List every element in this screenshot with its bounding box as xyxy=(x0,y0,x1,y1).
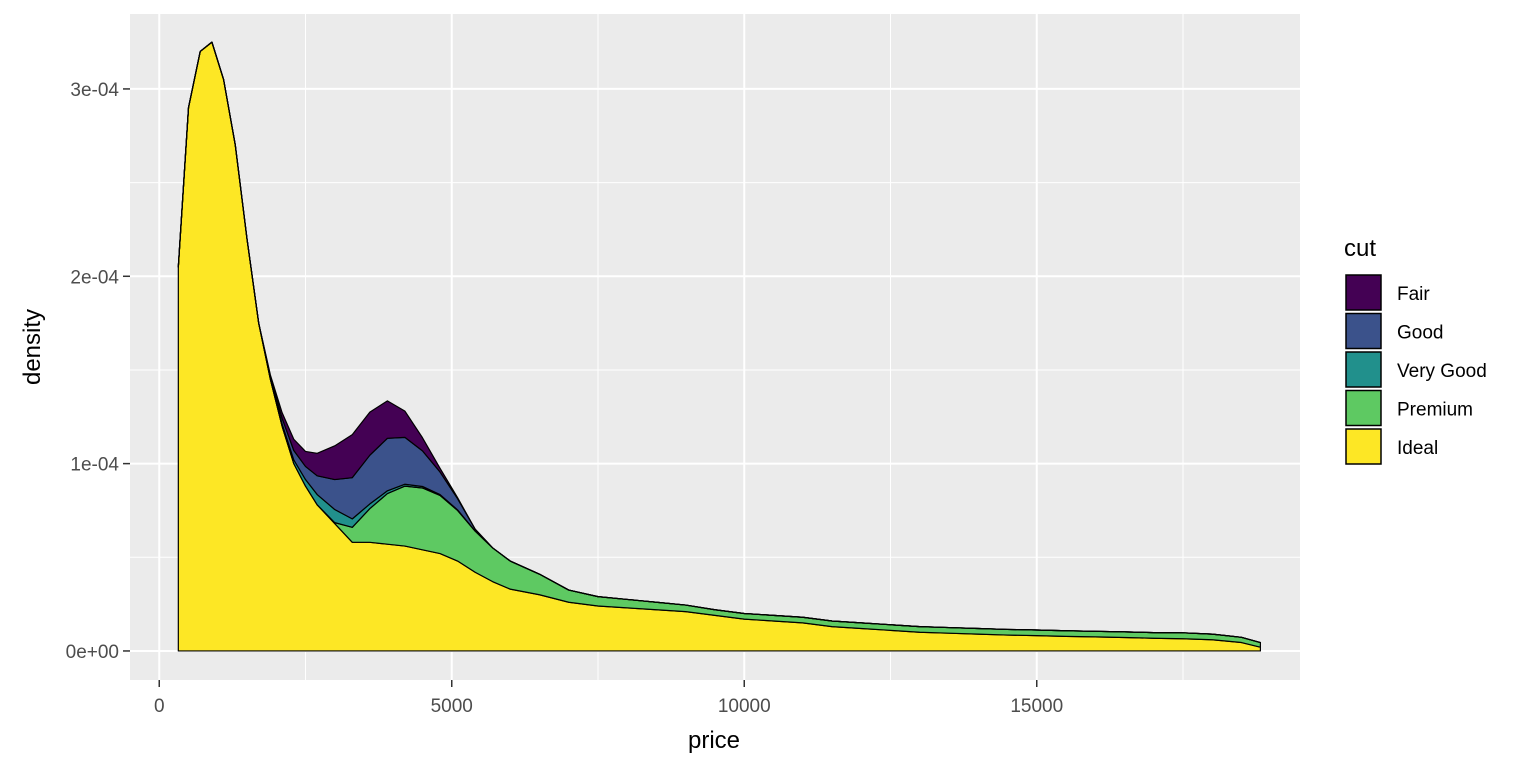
y-tick-label: 1e-04 xyxy=(70,455,119,476)
legend-key-fair xyxy=(1345,274,1382,311)
x-tick-label: 15000 xyxy=(1010,696,1063,717)
legend-label-good: Good xyxy=(1397,323,1443,344)
y-axis-title: density xyxy=(19,309,46,385)
y-tick-label: 2e-04 xyxy=(70,267,119,288)
y-tick-label: 3e-04 xyxy=(70,80,119,101)
area-fair xyxy=(177,41,1261,644)
x-tick-label: 5000 xyxy=(431,696,473,717)
grid-minor xyxy=(130,14,1300,680)
legend: cut Fair Good Very Good Premium Ideal xyxy=(1344,235,1487,465)
stacked-areas xyxy=(177,41,1261,652)
legend-label-ideal: Ideal xyxy=(1397,438,1438,459)
x-axis-title: price xyxy=(688,727,740,754)
legend-key-premium xyxy=(1345,389,1382,427)
legend-key-ideal xyxy=(1345,428,1382,465)
x-axis: 0 5000 10000 15000 xyxy=(154,680,1063,717)
x-tick-label: 0 xyxy=(154,696,165,717)
legend-title: cut xyxy=(1344,235,1376,262)
y-tick-label: 0e+00 xyxy=(66,642,119,663)
legend-label-very-good: Very Good xyxy=(1397,361,1487,382)
legend-key-good xyxy=(1345,312,1382,350)
x-tick-label: 10000 xyxy=(718,696,771,717)
legend-key-very-good xyxy=(1345,351,1382,388)
y-axis: 0e+00 1e-04 2e-04 3e-04 xyxy=(66,80,130,663)
legend-label-premium: Premium xyxy=(1397,400,1473,421)
legend-label-fair: Fair xyxy=(1397,284,1430,305)
